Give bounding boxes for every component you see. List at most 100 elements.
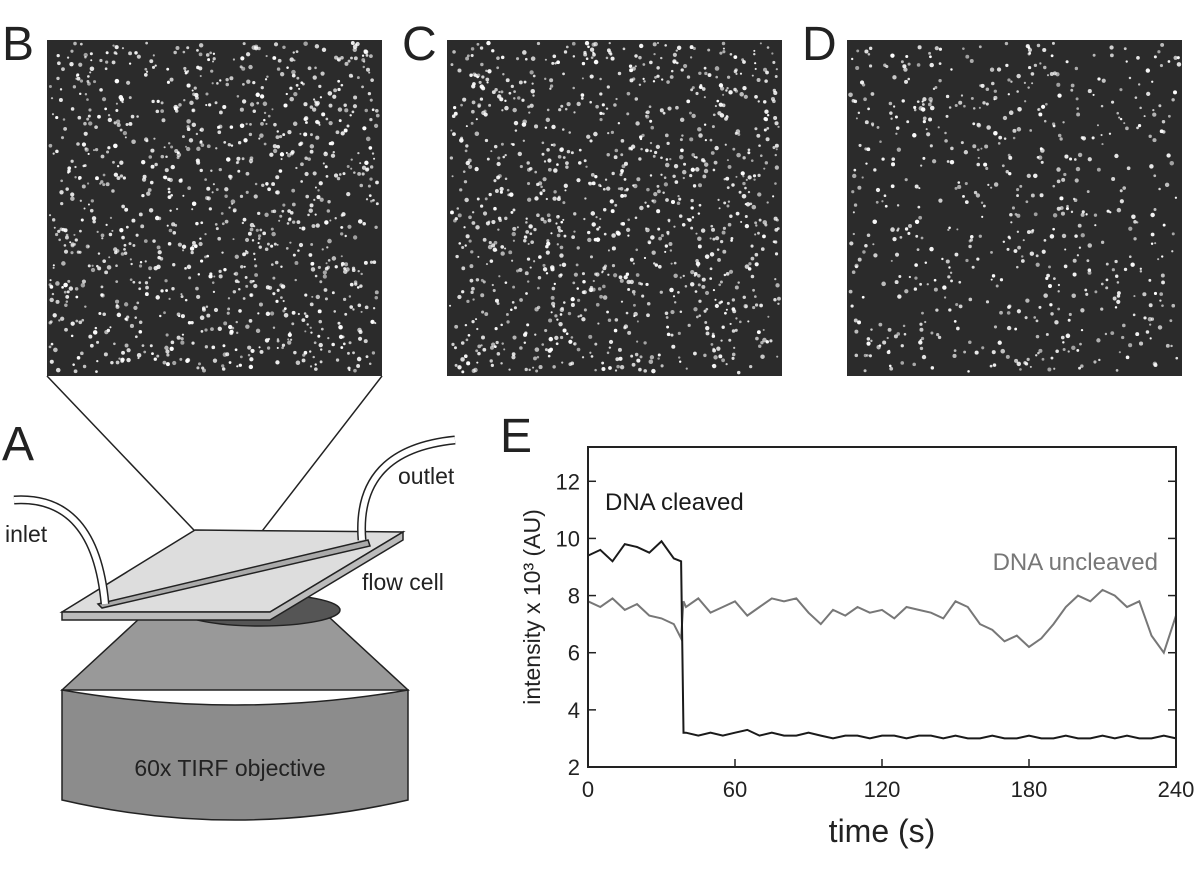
spot [509, 192, 514, 197]
spot [119, 160, 124, 165]
spot [160, 154, 165, 159]
spot [265, 181, 269, 186]
spot [863, 369, 867, 373]
spot [449, 304, 452, 307]
spot [254, 182, 258, 186]
spot [582, 280, 586, 284]
spot [1149, 323, 1152, 326]
spot [1069, 157, 1073, 161]
spot [343, 103, 347, 108]
spot [1098, 358, 1101, 362]
spot [289, 86, 293, 90]
spot [593, 59, 599, 65]
spot [48, 84, 52, 89]
spot [726, 75, 731, 79]
spot [333, 310, 337, 313]
spot [216, 82, 219, 85]
spot [362, 222, 366, 226]
spot [538, 365, 543, 370]
spot [762, 220, 768, 225]
x-axis-label: time (s) [829, 813, 936, 849]
spot [249, 102, 255, 107]
spot [1110, 53, 1114, 58]
spot [742, 156, 746, 160]
spot [328, 142, 332, 146]
spot [272, 56, 277, 60]
spot [168, 228, 173, 233]
spot [465, 125, 468, 128]
spot [245, 284, 249, 288]
spot [714, 104, 718, 108]
spot [275, 175, 280, 180]
spot [857, 111, 861, 115]
spot [96, 359, 99, 363]
spot [324, 220, 329, 225]
spot [629, 257, 634, 262]
spot [72, 363, 75, 366]
spot [312, 75, 317, 80]
spot [116, 312, 122, 318]
spot [679, 276, 682, 279]
spot [242, 82, 245, 86]
spot [529, 266, 532, 269]
spot [922, 156, 926, 160]
spot [313, 98, 316, 101]
spot [930, 366, 935, 370]
spot [486, 157, 490, 161]
spot [991, 350, 996, 355]
spot [660, 156, 663, 160]
spot [307, 157, 311, 161]
spot [1043, 119, 1047, 123]
spot [124, 207, 129, 212]
spot [703, 123, 707, 126]
spot [300, 180, 303, 183]
spot [64, 303, 68, 308]
spot [894, 115, 898, 119]
spot [98, 312, 102, 315]
spot [1016, 90, 1019, 93]
spot [714, 66, 720, 71]
spot [523, 235, 528, 239]
spot [206, 196, 211, 201]
spot [191, 89, 194, 92]
spot [559, 147, 564, 152]
spot [643, 341, 647, 345]
spot [532, 366, 535, 369]
spot [471, 109, 475, 114]
y-tick-label: 8 [568, 584, 580, 609]
spot [249, 293, 253, 297]
spot [1059, 196, 1064, 201]
spot [259, 94, 265, 99]
spot [848, 289, 853, 294]
spot [946, 160, 950, 163]
spot [595, 216, 598, 219]
spot [218, 168, 222, 172]
spot [185, 357, 191, 363]
y-axis-label: intensity x 10³ (AU) [519, 509, 545, 705]
spot [262, 231, 267, 236]
spot [742, 295, 746, 300]
spot [272, 144, 277, 149]
spot [75, 295, 79, 299]
spot [139, 260, 143, 264]
spot [125, 318, 129, 322]
spot [896, 147, 902, 152]
spot [657, 264, 662, 269]
spot [617, 187, 621, 190]
spot [91, 216, 97, 221]
spot [204, 345, 208, 349]
spot [169, 77, 174, 82]
spot [1016, 188, 1020, 192]
spot [747, 320, 750, 323]
spot [893, 334, 898, 339]
spot [1119, 189, 1123, 193]
spot [79, 199, 82, 202]
spot [962, 47, 965, 50]
spot [555, 222, 558, 225]
spot [638, 281, 642, 285]
spot [349, 282, 354, 287]
spot [115, 280, 119, 283]
spot [292, 253, 296, 257]
spot [65, 300, 69, 303]
spot [335, 358, 340, 362]
